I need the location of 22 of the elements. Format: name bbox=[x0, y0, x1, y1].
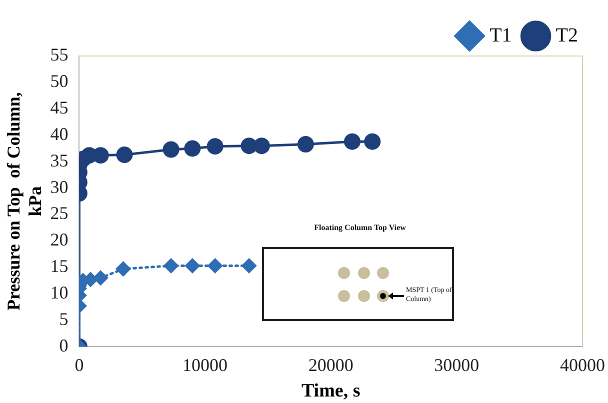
y-tick-label: 25 bbox=[50, 203, 68, 224]
y-tick-label: 40 bbox=[50, 124, 68, 144]
legend-label: T2 bbox=[556, 24, 578, 46]
y-tick-label: 20 bbox=[50, 230, 68, 250]
y-tick-label: 5 bbox=[59, 308, 68, 329]
y-tick-label: 50 bbox=[50, 71, 68, 92]
legend-label: T1 bbox=[490, 24, 512, 46]
x-tick-label: 0 bbox=[74, 355, 84, 376]
x-tick-label: 10000 bbox=[182, 355, 228, 376]
x-tick-label: 30000 bbox=[434, 355, 480, 376]
y-tick-label: 0 bbox=[59, 335, 68, 356]
y-tick-label: 30 bbox=[50, 176, 68, 197]
y-tick-label: 15 bbox=[50, 256, 68, 276]
y-tick-label: 55 bbox=[50, 44, 68, 65]
y-axis-title: Pressure on Top of Column, kPa bbox=[3, 92, 46, 310]
x-tick-label: 40000 bbox=[560, 355, 605, 376]
annotation: Floating Column Top View bbox=[313, 222, 407, 233]
y-tick-label: 45 bbox=[50, 98, 68, 118]
x-axis-title: Time, s bbox=[301, 380, 360, 402]
y-tick-label: 35 bbox=[50, 150, 68, 170]
y-tick-label: 10 bbox=[50, 282, 68, 302]
x-tick-label: 20000 bbox=[308, 355, 354, 376]
